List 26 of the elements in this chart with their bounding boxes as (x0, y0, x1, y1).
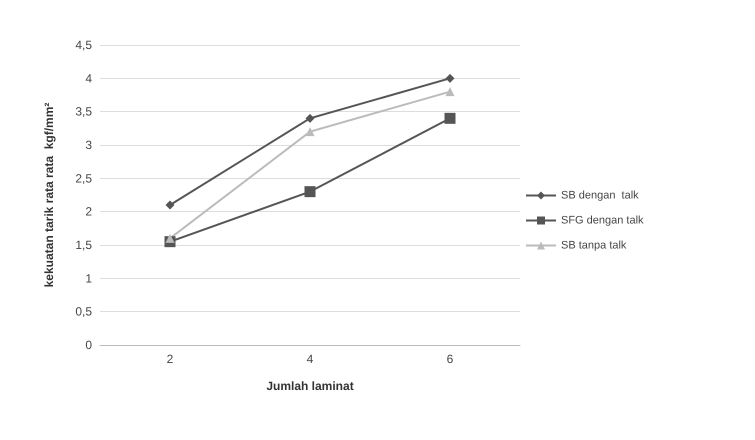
y-tick-label: 1 (85, 271, 92, 286)
x-tick-label: 6 (446, 352, 454, 366)
legend-label: SB dengan talk (561, 190, 640, 202)
point (306, 127, 314, 136)
y-tick-label: 0,5 (75, 304, 92, 319)
y-tick-label: 3,5 (75, 104, 92, 119)
y-tick-label: 0 (85, 338, 92, 352)
y-tick-label: 2 (85, 204, 92, 219)
point (166, 234, 174, 243)
legend-label: SFG dengan talk (561, 214, 644, 226)
point (446, 74, 454, 83)
x-tick-label: 2 (166, 352, 174, 366)
y-axis-title: kekuatan tarik rata rata kgf/mm² (42, 102, 56, 288)
point (166, 200, 174, 210)
point (306, 114, 314, 123)
point (444, 112, 456, 124)
y-tick-label: 3 (85, 138, 92, 152)
y-tick-label: 2,5 (75, 171, 92, 186)
x-tick-label: 4 (306, 352, 314, 366)
y-tick-label: 4 (85, 71, 92, 86)
y-tick-label: 1,5 (75, 238, 92, 252)
point (446, 87, 454, 96)
x-axis-title: Jumlah laminat (266, 379, 354, 393)
y-tick-label: 4,5 (75, 38, 92, 52)
legend-label: SB tanpa talk (561, 240, 627, 252)
point (304, 186, 316, 198)
